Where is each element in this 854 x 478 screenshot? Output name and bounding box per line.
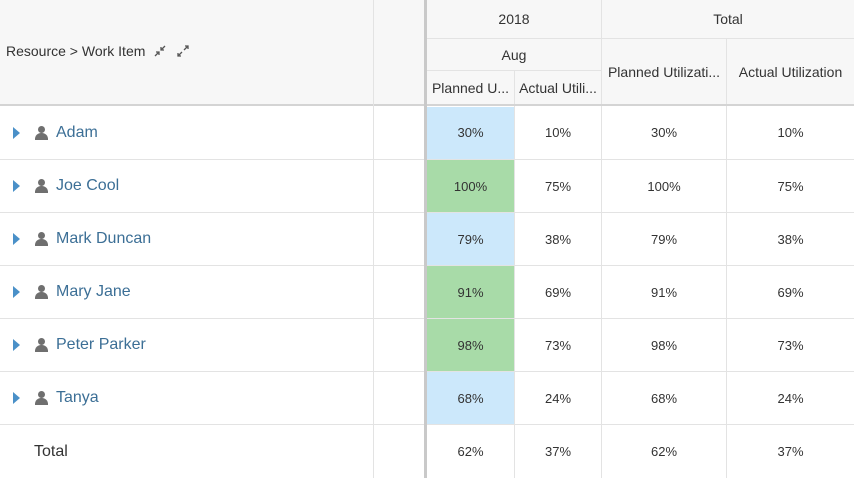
total-actual-cell: 75%	[777, 178, 804, 194]
aug-planned-cell: 100%	[453, 178, 488, 194]
person-icon	[34, 232, 48, 246]
aug-planned-cell: 98%	[457, 337, 484, 353]
expand-caret-icon[interactable]	[13, 392, 20, 404]
total-actual-cell: 38%	[777, 231, 804, 247]
total-planned-cell: 98%	[650, 337, 678, 353]
expand-caret-icon[interactable]	[13, 339, 20, 351]
total-group-header: Total	[713, 11, 743, 27]
row-header-caption: Resource > Work Item	[6, 40, 191, 62]
expand-caret-icon[interactable]	[13, 233, 20, 245]
person-icon	[34, 285, 48, 299]
total-actual-header[interactable]: Actual Utilization	[738, 63, 843, 80]
resource-name[interactable]: Adam	[56, 123, 98, 141]
aug-actual-cell: 38%	[544, 231, 572, 247]
total-actual-cell: 69%	[777, 284, 804, 300]
expand-caret-icon[interactable]	[13, 180, 20, 192]
resource-name[interactable]: Tanya	[56, 389, 99, 406]
table-row-peter-parker[interactable]: Peter Parker	[0, 319, 373, 371]
table-row-joe-cool[interactable]: Joe Cool	[0, 160, 373, 212]
total-planned-cell: 91%	[650, 284, 678, 300]
aug-actual-cell: 73%	[544, 337, 572, 353]
aug-actual-header[interactable]: Actual Utili...	[519, 79, 597, 96]
aug-planned-cell: 30%	[457, 125, 484, 140]
year-header: 2018	[498, 11, 530, 27]
table-row-adam[interactable]: Adam	[0, 106, 373, 159]
aug-planned-cell: 68%	[457, 390, 484, 406]
person-icon	[34, 391, 48, 405]
person-icon	[34, 125, 48, 140]
grand-total-planned-cell: 62%	[650, 444, 678, 459]
table-row-tanya[interactable]: Tanya	[0, 372, 373, 424]
total-planned-cell: 79%	[650, 231, 678, 247]
person-icon	[34, 338, 48, 352]
total-planned-cell: 30%	[650, 125, 678, 140]
person-icon	[34, 179, 48, 193]
total-actual-cell: 24%	[777, 390, 804, 406]
total-planned-cell: 68%	[650, 390, 678, 406]
month-header: Aug	[501, 46, 527, 63]
table-row-mark-duncan[interactable]: Mark Duncan	[0, 213, 373, 265]
aug-actual-cell: 24%	[544, 390, 572, 406]
resource-name[interactable]: Mark Duncan	[56, 230, 152, 247]
grid-header	[0, 0, 854, 104]
aug-planned-cell: 79%	[457, 231, 484, 247]
total-aug-planned-cell: 62%	[457, 444, 484, 459]
resource-header-label: Resource > Work Item	[6, 43, 146, 59]
aug-actual-cell: 10%	[544, 125, 572, 140]
aug-planned-bg-5	[427, 372, 514, 424]
aug-planned-cell: 91%	[457, 284, 484, 300]
aug-planned-bg-2	[427, 213, 514, 265]
resource-name[interactable]: Joe Cool	[56, 177, 120, 194]
grand-total-actual-cell: 37%	[777, 444, 804, 459]
total-aug-actual-cell: 37%	[544, 444, 572, 459]
expand-caret-icon[interactable]	[13, 286, 20, 298]
aug-planned-bg-1	[427, 160, 514, 212]
aug-planned-bg-0	[427, 107, 514, 159]
resource-name[interactable]: Peter Parker	[56, 336, 146, 353]
resource-name[interactable]: Mary Jane	[56, 283, 131, 300]
aug-planned-header[interactable]: Planned U...	[431, 79, 510, 96]
expand-caret-icon[interactable]	[13, 126, 20, 139]
aug-actual-cell: 75%	[544, 178, 572, 194]
collapse-arrows-icon[interactable]	[151, 43, 168, 60]
table-row-mary-jane[interactable]: Mary Jane	[0, 266, 373, 318]
expand-arrows-icon[interactable]	[174, 43, 191, 60]
total-planned-cell: 100%	[647, 178, 681, 194]
aug-planned-bg-3	[427, 266, 514, 318]
aug-planned-bg-4	[427, 319, 514, 371]
total-planned-header[interactable]: Planned Utilizati...	[607, 63, 721, 80]
total-actual-cell: 10%	[777, 125, 804, 140]
total-row-label: Total	[34, 442, 68, 460]
total-actual-cell: 73%	[777, 337, 804, 353]
aug-actual-cell: 69%	[544, 284, 572, 300]
